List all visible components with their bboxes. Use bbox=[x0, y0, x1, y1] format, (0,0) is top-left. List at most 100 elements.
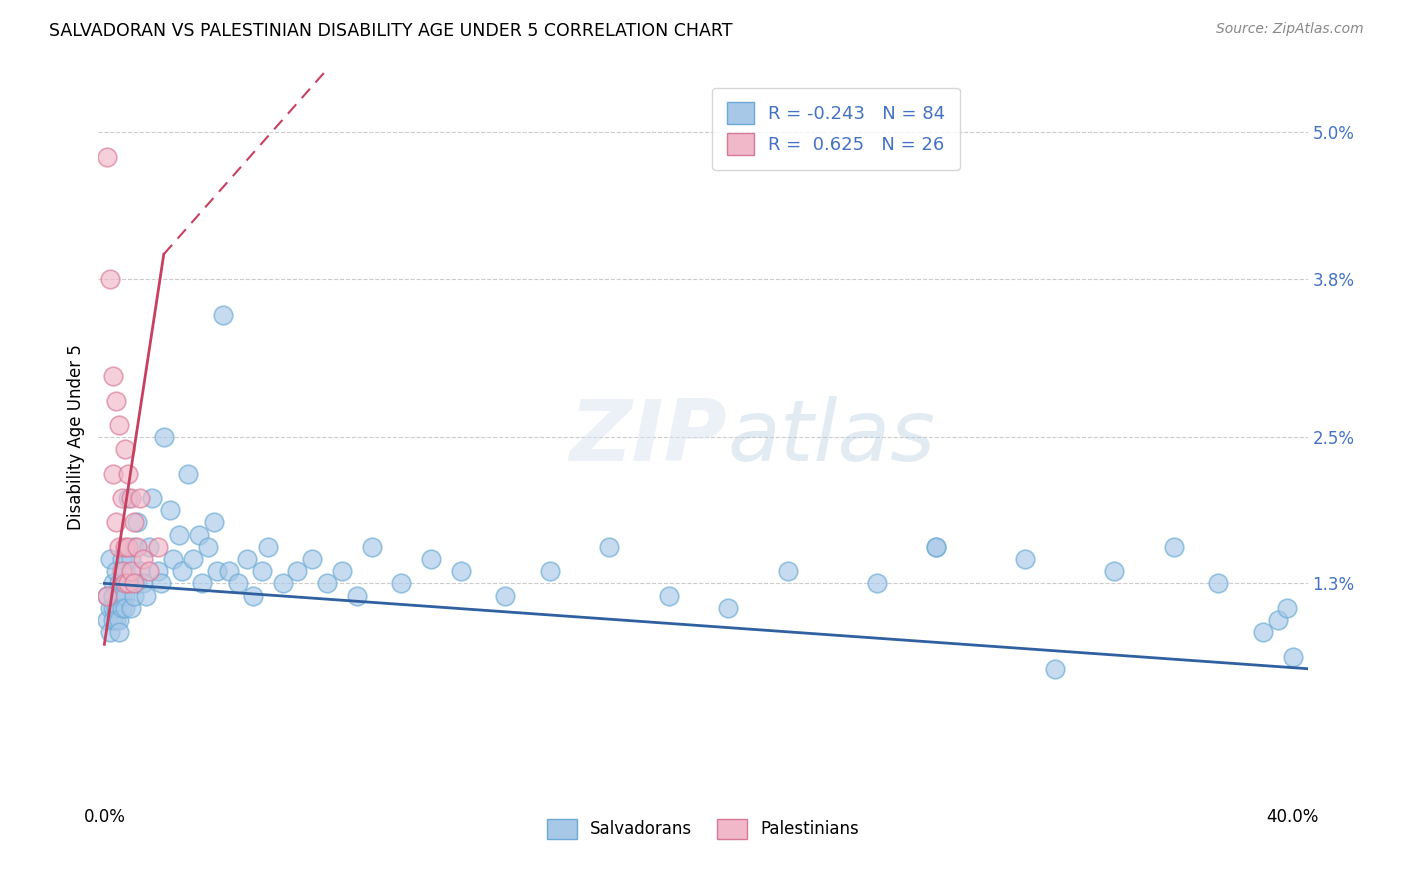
Point bbox=[236, 552, 259, 566]
Point bbox=[111, 564, 134, 578]
Point bbox=[146, 540, 169, 554]
Point bbox=[105, 393, 128, 408]
Point bbox=[114, 442, 136, 457]
Point bbox=[105, 600, 128, 615]
Point bbox=[105, 564, 128, 578]
Point bbox=[108, 576, 131, 591]
Point bbox=[111, 491, 134, 505]
Point bbox=[1104, 564, 1126, 578]
Point bbox=[162, 552, 184, 566]
Point bbox=[717, 600, 740, 615]
Point bbox=[202, 516, 225, 530]
Point bbox=[135, 589, 157, 603]
Point bbox=[197, 540, 219, 554]
Point bbox=[170, 564, 193, 578]
Point bbox=[866, 576, 889, 591]
Point bbox=[103, 369, 125, 384]
Point bbox=[108, 625, 131, 640]
Point bbox=[96, 150, 118, 164]
Point bbox=[141, 491, 163, 505]
Point bbox=[117, 576, 139, 591]
Point bbox=[103, 600, 125, 615]
Point bbox=[1281, 649, 1303, 664]
Point bbox=[420, 552, 443, 566]
Point bbox=[138, 564, 160, 578]
Point bbox=[108, 613, 131, 627]
Point bbox=[114, 576, 136, 591]
Point bbox=[218, 564, 240, 578]
Point bbox=[129, 491, 152, 505]
Point bbox=[538, 564, 561, 578]
Point bbox=[98, 271, 121, 285]
Point bbox=[129, 564, 152, 578]
Point bbox=[776, 564, 799, 578]
Text: SALVADORAN VS PALESTINIAN DISABILITY AGE UNDER 5 CORRELATION CHART: SALVADORAN VS PALESTINIAN DISABILITY AGE… bbox=[49, 22, 733, 40]
Point bbox=[98, 600, 121, 615]
Point bbox=[98, 625, 121, 640]
Point bbox=[207, 564, 229, 578]
Point bbox=[287, 564, 309, 578]
Point bbox=[152, 430, 174, 444]
Point bbox=[114, 600, 136, 615]
Point bbox=[103, 613, 125, 627]
Point bbox=[256, 540, 278, 554]
Point bbox=[111, 600, 134, 615]
Point bbox=[117, 540, 139, 554]
Point bbox=[301, 552, 323, 566]
Point bbox=[114, 589, 136, 603]
Text: Source: ZipAtlas.com: Source: ZipAtlas.com bbox=[1216, 22, 1364, 37]
Text: atlas: atlas bbox=[727, 395, 935, 479]
Point bbox=[120, 491, 142, 505]
Point bbox=[925, 540, 948, 554]
Point bbox=[96, 613, 118, 627]
Point bbox=[138, 540, 160, 554]
Point bbox=[105, 516, 128, 530]
Point bbox=[125, 576, 148, 591]
Point bbox=[1267, 613, 1289, 627]
Point bbox=[330, 564, 353, 578]
Point bbox=[98, 552, 121, 566]
Point bbox=[122, 589, 145, 603]
Point bbox=[183, 552, 205, 566]
Text: ZIP: ZIP bbox=[569, 395, 727, 479]
Point bbox=[167, 527, 190, 541]
Point bbox=[96, 589, 118, 603]
Point bbox=[146, 564, 169, 578]
Point bbox=[1208, 576, 1230, 591]
Point bbox=[149, 576, 172, 591]
Point bbox=[242, 589, 264, 603]
Point bbox=[658, 589, 681, 603]
Point bbox=[122, 516, 145, 530]
Point bbox=[120, 600, 142, 615]
Point bbox=[111, 552, 134, 566]
Point bbox=[132, 576, 155, 591]
Point bbox=[176, 467, 198, 481]
Point bbox=[316, 576, 339, 591]
Point bbox=[132, 552, 155, 566]
Point bbox=[122, 576, 145, 591]
Point bbox=[105, 613, 128, 627]
Point bbox=[103, 589, 125, 603]
Point bbox=[1275, 600, 1298, 615]
Point bbox=[111, 589, 134, 603]
Y-axis label: Disability Age Under 5: Disability Age Under 5 bbox=[66, 344, 84, 530]
Point bbox=[346, 589, 368, 603]
Point bbox=[117, 576, 139, 591]
Point bbox=[191, 576, 214, 591]
Point bbox=[159, 503, 181, 517]
Point bbox=[598, 540, 620, 554]
Point bbox=[120, 552, 142, 566]
Point bbox=[103, 576, 125, 591]
Point bbox=[125, 540, 148, 554]
Point bbox=[1163, 540, 1185, 554]
Point bbox=[114, 564, 136, 578]
Point bbox=[122, 540, 145, 554]
Point bbox=[1043, 662, 1066, 676]
Point bbox=[271, 576, 294, 591]
Point bbox=[125, 516, 148, 530]
Point bbox=[1014, 552, 1036, 566]
Point bbox=[108, 540, 131, 554]
Point bbox=[120, 564, 142, 578]
Point bbox=[188, 527, 211, 541]
Point bbox=[250, 564, 273, 578]
